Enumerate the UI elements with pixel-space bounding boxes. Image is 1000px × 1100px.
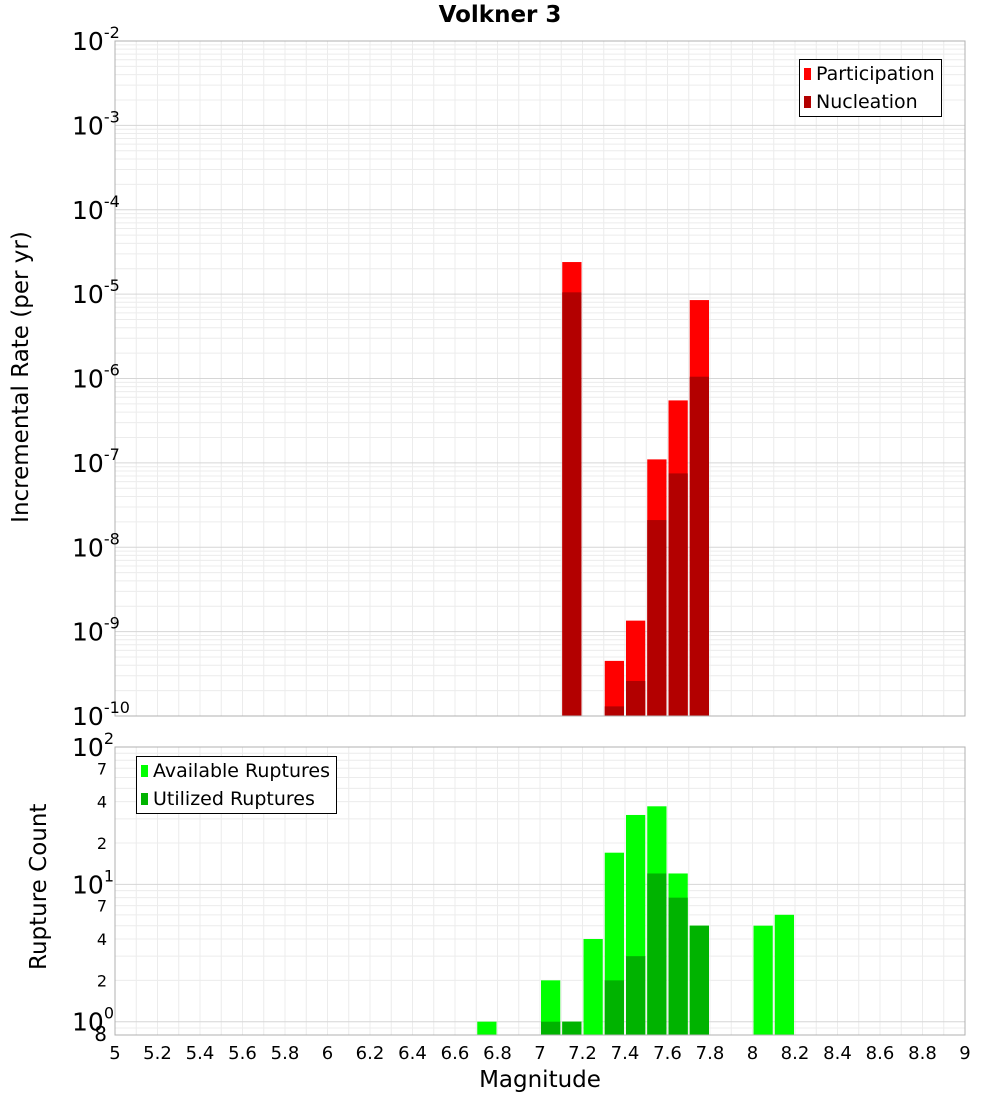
y-tick-label: 102 — [72, 729, 114, 762]
y-tick-label: 10-2 — [72, 23, 120, 56]
x-tick-label: 6.6 — [441, 1043, 470, 1064]
nucleation-bar — [604, 706, 624, 716]
legend-item-nucleation: Nucleation — [800, 88, 941, 116]
available-ruptures-bar — [774, 914, 794, 1035]
nucleation-bar — [626, 680, 646, 716]
y-tick-label: 101 — [72, 866, 114, 899]
x-tick-label: 5.2 — [143, 1043, 172, 1064]
utilized-ruptures-bar — [604, 980, 624, 1035]
x-tick-label: 8.6 — [866, 1043, 895, 1064]
y-minor-tick-label: 2 — [97, 971, 107, 990]
y-minor-tick-label: 8 — [94, 1022, 107, 1046]
x-tick-label: 8 — [747, 1043, 758, 1064]
y-minor-tick-label: 4 — [97, 793, 107, 812]
x-tick-label: 9 — [959, 1043, 970, 1064]
nucleation-swatch — [804, 96, 811, 108]
nucleation-bar — [689, 376, 709, 716]
utilized-ruptures-bar — [647, 873, 667, 1035]
available-ruptures-bar — [477, 1021, 497, 1035]
x-tick-label: 5 — [109, 1043, 120, 1064]
x-tick-label: 5.6 — [228, 1043, 257, 1064]
top-plot-gridlines — [114, 41, 966, 717]
x-axis-ticks: 5 5.2 5.4 5.6 5.8 6 6.2 6.4 6.6 6.8 7 7.2 7.4 7.6 7.8 8… — [109, 1043, 970, 1064]
utilized-ruptures-bar — [626, 956, 646, 1035]
top-plot-frame — [114, 40, 966, 717]
participation-bar — [604, 660, 624, 716]
x-tick-label: 5.4 — [186, 1043, 215, 1064]
bottom-plot-y-ticks: 102 101 100 7 4 2 7 4 2 8 — [72, 729, 114, 1046]
utilized-ruptures-bar — [689, 925, 709, 1035]
utilized-ruptures-bar — [562, 1021, 582, 1035]
y-tick-label: 10-6 — [72, 361, 120, 394]
y-tick-label: 10-8 — [72, 529, 120, 562]
x-tick-label: 8.2 — [781, 1043, 810, 1064]
legend-label: Participation — [816, 63, 935, 85]
chart-title: Volkner 3 — [438, 2, 562, 28]
available-ruptures-bar — [583, 939, 603, 1035]
x-tick-label: 7 — [534, 1043, 545, 1064]
utilized-ruptures-bar — [668, 897, 688, 1035]
bottom-y-axis-label: Rupture Count — [26, 803, 52, 970]
y-tick-label: 10-5 — [72, 276, 120, 309]
y-tick-label: 10-10 — [72, 698, 130, 731]
utilized-swatch — [141, 793, 148, 805]
x-tick-label: 6.2 — [356, 1043, 385, 1064]
x-tick-label: 5.8 — [271, 1043, 300, 1064]
x-tick-label: 7.8 — [696, 1043, 725, 1064]
x-tick-label: 6.8 — [483, 1043, 512, 1064]
x-tick-label: 6.4 — [398, 1043, 427, 1064]
nucleation-bar — [562, 292, 582, 716]
x-tick-label: 7.4 — [611, 1043, 640, 1064]
top-plot-bars — [562, 262, 709, 716]
bottom-plot-frame — [114, 746, 966, 1036]
legend-item-available-ruptures: Available Ruptures — [137, 757, 336, 785]
x-tick-label: 8.4 — [823, 1043, 852, 1064]
y-minor-tick-label: 4 — [97, 930, 107, 949]
y-tick-label: 10-4 — [72, 192, 120, 225]
x-tick-label: 7.2 — [568, 1043, 597, 1064]
legend-label: Nucleation — [816, 91, 918, 113]
bottom-plot-bars — [477, 806, 794, 1035]
available-swatch — [141, 765, 148, 777]
available-ruptures-bar — [541, 980, 561, 1035]
y-minor-tick-label: 7 — [97, 759, 107, 778]
nucleation-bar — [647, 520, 667, 716]
y-minor-tick-label: 2 — [97, 834, 107, 853]
participation-swatch — [804, 68, 811, 80]
y-tick-label: 10-7 — [72, 445, 120, 478]
bottom-legend: Available Ruptures Utilized Ruptures — [136, 756, 337, 814]
top-plot-y-ticks: 10-2 10-3 10-4 10-5 10-6 10-7 10-8 10-9 10-10 — [72, 23, 130, 731]
utilized-ruptures-bar — [541, 1021, 561, 1035]
y-tick-label: 10-3 — [72, 107, 120, 140]
nucleation-bar — [668, 473, 688, 716]
legend-label: Available Ruptures — [153, 760, 330, 782]
x-tick-label: 8.8 — [908, 1043, 937, 1064]
x-tick-label: 7.6 — [653, 1043, 682, 1064]
y-minor-tick-label: 7 — [97, 897, 107, 916]
legend-label: Utilized Ruptures — [153, 788, 315, 810]
legend-item-participation: Participation — [800, 60, 941, 88]
top-y-axis-label: Incremental Rate (per yr) — [8, 231, 34, 523]
x-axis-label: Magnitude — [479, 1067, 601, 1093]
x-tick-label: 6 — [322, 1043, 333, 1064]
y-tick-label: 10-9 — [72, 614, 120, 647]
y-tick-label: 100 — [72, 1004, 114, 1037]
legend-item-utilized-ruptures: Utilized Ruptures — [137, 785, 336, 813]
top-legend: Participation Nucleation — [799, 59, 942, 117]
available-ruptures-bar — [753, 925, 773, 1035]
